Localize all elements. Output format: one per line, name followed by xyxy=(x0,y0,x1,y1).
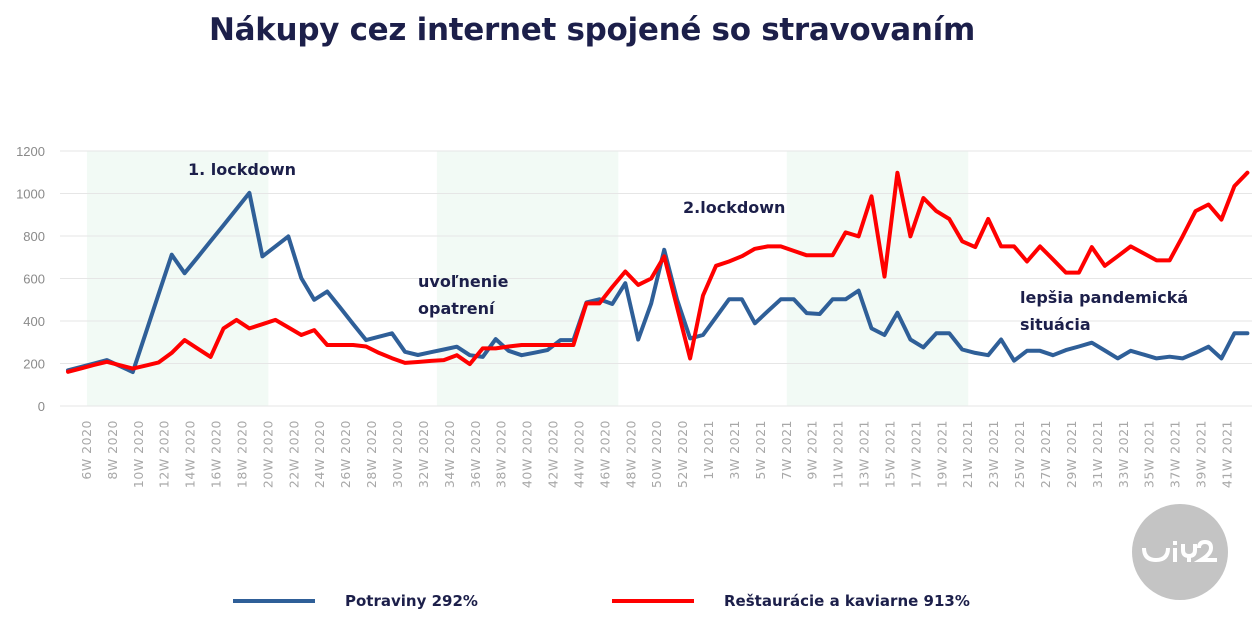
x-tick-label: 24W 2020 xyxy=(312,420,327,488)
x-tick-label: 33W 2021 xyxy=(1116,420,1131,488)
x-tick-label: 27W 2021 xyxy=(1038,420,1053,488)
x-axis-labels: 6W 2020 8W 2020 10W 2020 12W 2020 14W 2020 16… xyxy=(79,420,1234,488)
annotation-relaxation-line2: opatrení xyxy=(418,299,495,318)
x-tick-label: 42W 2020 xyxy=(546,420,561,488)
x-tick-label: 18W 2020 xyxy=(234,420,249,488)
legend-label-restauracie: Reštaurácie a kaviarne 913% xyxy=(724,592,970,610)
x-tick-label: 5W 2021 xyxy=(753,420,768,480)
legend-swatch-blue xyxy=(233,599,315,603)
x-tick-label: 44W 2020 xyxy=(571,420,586,488)
x-tick-label: 29W 2021 xyxy=(1064,420,1079,488)
legend-label-potraviny: Potraviny 292% xyxy=(345,592,478,610)
annotation-lockdown-1: 1. lockdown xyxy=(188,160,296,179)
series-line-restauracie xyxy=(66,170,1250,374)
x-tick-label: 32W 2020 xyxy=(416,420,431,488)
x-tick-label: 26W 2020 xyxy=(338,420,353,488)
x-tick-label: 16W 2020 xyxy=(209,420,224,488)
x-tick-label: 13W 2021 xyxy=(857,420,872,488)
x-tick-label: 30W 2020 xyxy=(390,420,405,488)
x-tick-label: 12W 2020 xyxy=(157,420,172,488)
x-tick-label: 21W 2021 xyxy=(960,420,975,488)
x-tick-label: 19W 2021 xyxy=(934,420,949,488)
annotation-better-line1: lepšia pandemická xyxy=(1020,288,1189,307)
x-tick-label: 1W 2021 xyxy=(701,420,716,480)
x-tick-label: 22W 2020 xyxy=(286,420,301,488)
series-line-potraviny xyxy=(66,190,1250,374)
x-tick-label: 28W 2020 xyxy=(364,420,379,488)
legend-item-potraviny: Potraviny 292% xyxy=(233,592,478,610)
x-tick-label: 40W 2020 xyxy=(520,420,535,488)
y-axis-labels: 0 200 400 600 800 1000 1200 xyxy=(16,144,45,414)
x-tick-label: 39W 2021 xyxy=(1194,420,1209,488)
y-tick-label: 600 xyxy=(23,272,45,287)
x-tick-label: 20W 2020 xyxy=(260,420,275,488)
annotation-relaxation-line1: uvoľnenie xyxy=(418,272,509,291)
x-tick-label: 35W 2021 xyxy=(1142,420,1157,488)
x-tick-label: 31W 2021 xyxy=(1090,420,1105,488)
x-tick-label: 36W 2020 xyxy=(468,420,483,488)
annotation-relaxation: uvoľnenie opatrení xyxy=(418,268,508,322)
x-tick-label: 25W 2021 xyxy=(1012,420,1027,488)
x-tick-label: 8W 2020 xyxy=(105,420,120,480)
y-tick-label: 1200 xyxy=(16,144,45,159)
y-tick-label: 1000 xyxy=(16,187,45,202)
x-tick-label: 11W 2021 xyxy=(831,420,846,488)
x-tick-label: 3W 2021 xyxy=(727,420,742,480)
y-tick-label: 400 xyxy=(23,314,45,329)
ui42-logo-icon xyxy=(1142,539,1217,563)
legend-item-restauracie: Reštaurácie a kaviarne 913% xyxy=(612,592,970,610)
x-tick-label: 52W 2020 xyxy=(675,420,690,488)
ui42-logo xyxy=(1132,504,1228,600)
x-tick-label: 46W 2020 xyxy=(597,420,612,488)
x-tick-label: 10W 2020 xyxy=(131,420,146,488)
x-tick-label: 23W 2021 xyxy=(986,420,1001,488)
x-tick-label: 9W 2021 xyxy=(805,420,820,480)
x-tick-label: 41W 2021 xyxy=(1219,420,1234,488)
x-tick-label: 48W 2020 xyxy=(623,420,638,488)
x-tick-label: 37W 2021 xyxy=(1168,420,1183,488)
y-tick-label: 800 xyxy=(23,229,45,244)
annotation-lockdown-2: 2.lockdown xyxy=(683,198,786,217)
chart-title: Nákupy cez internet spojené so stravovan… xyxy=(208,12,976,48)
annotation-better-line2: situácia xyxy=(1020,315,1091,334)
x-tick-label: 50W 2020 xyxy=(649,420,664,488)
x-tick-label: 7W 2021 xyxy=(779,420,794,480)
y-tick-label: 0 xyxy=(38,399,45,414)
x-tick-label: 6W 2020 xyxy=(79,420,94,480)
annotation-better-situation: lepšia pandemická situácia xyxy=(1020,284,1188,338)
x-tick-label: 14W 2020 xyxy=(183,420,198,488)
x-tick-label: 34W 2020 xyxy=(442,420,457,488)
x-tick-label: 38W 2020 xyxy=(494,420,509,488)
x-tick-label: 17W 2021 xyxy=(908,420,923,488)
y-tick-label: 200 xyxy=(23,357,45,372)
series-lines xyxy=(66,170,1250,374)
legend-swatch-red xyxy=(612,599,694,603)
x-tick-label: 15W 2021 xyxy=(882,420,897,488)
